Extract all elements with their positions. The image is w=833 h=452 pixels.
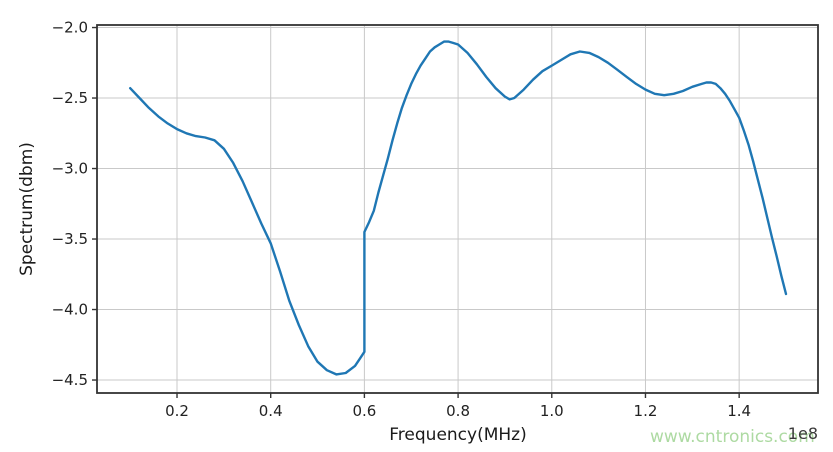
x-tick-label: 0.6 [352, 402, 376, 420]
y-tick-label: −2.5 [52, 89, 88, 107]
x-axis-label: Frequency(MHz) [389, 425, 526, 445]
plot-border [96, 24, 819, 394]
x-axis-offset-label: 1e8 [788, 424, 818, 443]
x-tick-label: 1.2 [634, 402, 658, 420]
y-axis-label: Spectrum(dbm) [17, 142, 37, 276]
y-tick-label: −3.5 [52, 230, 88, 248]
tick-marks [92, 26, 740, 398]
x-tick-label: 1.4 [727, 402, 751, 420]
gridlines [97, 25, 818, 393]
x-tick-label: 0.2 [165, 402, 189, 420]
watermark: www.cntronics.com [650, 427, 815, 447]
x-tick-label: 1.0 [540, 402, 564, 420]
x-tick-label: 0.8 [446, 402, 470, 420]
y-tick-label: −3.0 [52, 160, 88, 178]
x-tick-label: 0.4 [259, 402, 283, 420]
y-tick-label: −4.5 [52, 371, 88, 389]
tick-labels: 0.2 0.4 0.6 0.8 1.0 1.2 1.4 −2.0 −2.5 −3.0 −3.5 −4.… [52, 19, 752, 420]
spectrum-line [129, 40, 788, 376]
y-tick-label: −4.0 [52, 301, 88, 319]
y-tick-label: −2.0 [52, 19, 88, 37]
